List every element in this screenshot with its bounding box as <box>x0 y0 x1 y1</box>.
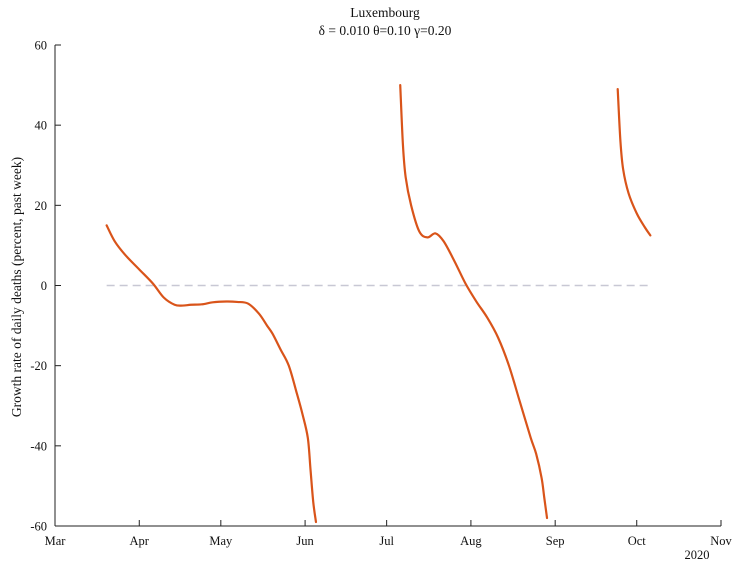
chart-subtitle: δ = 0.010 θ=0.10 γ=0.20 <box>319 23 452 38</box>
y-ticks: 60 40 20 0 -20 -40 -60 <box>30 39 61 534</box>
x-tick-label: Nov <box>710 534 732 548</box>
y-tick-label: 40 <box>35 119 48 133</box>
series-line-segment <box>616 87 652 237</box>
series-line-segment <box>105 224 318 524</box>
x-tick-label: Jun <box>296 534 314 548</box>
x-tick-label: Apr <box>130 534 150 548</box>
x-tick-label: May <box>209 534 233 548</box>
y-tick-label: 20 <box>35 199 48 213</box>
y-tick-label: -20 <box>30 359 47 373</box>
x-tick-label: Jul <box>379 534 394 548</box>
x-ticks: Mar Apr May Jun Jul Aug Sep Oct Nov <box>45 520 733 548</box>
chart-title: Luxembourg <box>350 5 420 20</box>
y-axis-label: Growth rate of daily deaths (percent, pa… <box>9 157 24 417</box>
x-tick-label: Oct <box>628 534 647 548</box>
y-tick-label: -40 <box>30 439 47 453</box>
y-tick-label: 0 <box>41 279 47 293</box>
series-group <box>105 83 652 524</box>
y-tick-label: 60 <box>35 39 48 53</box>
year-label: 2020 <box>685 548 710 562</box>
y-tick-label: -60 <box>30 520 47 534</box>
x-tick-label: Mar <box>45 534 67 548</box>
series-line-segment <box>399 83 549 520</box>
x-tick-label: Sep <box>546 534 565 548</box>
x-tick-label: Aug <box>460 534 482 548</box>
